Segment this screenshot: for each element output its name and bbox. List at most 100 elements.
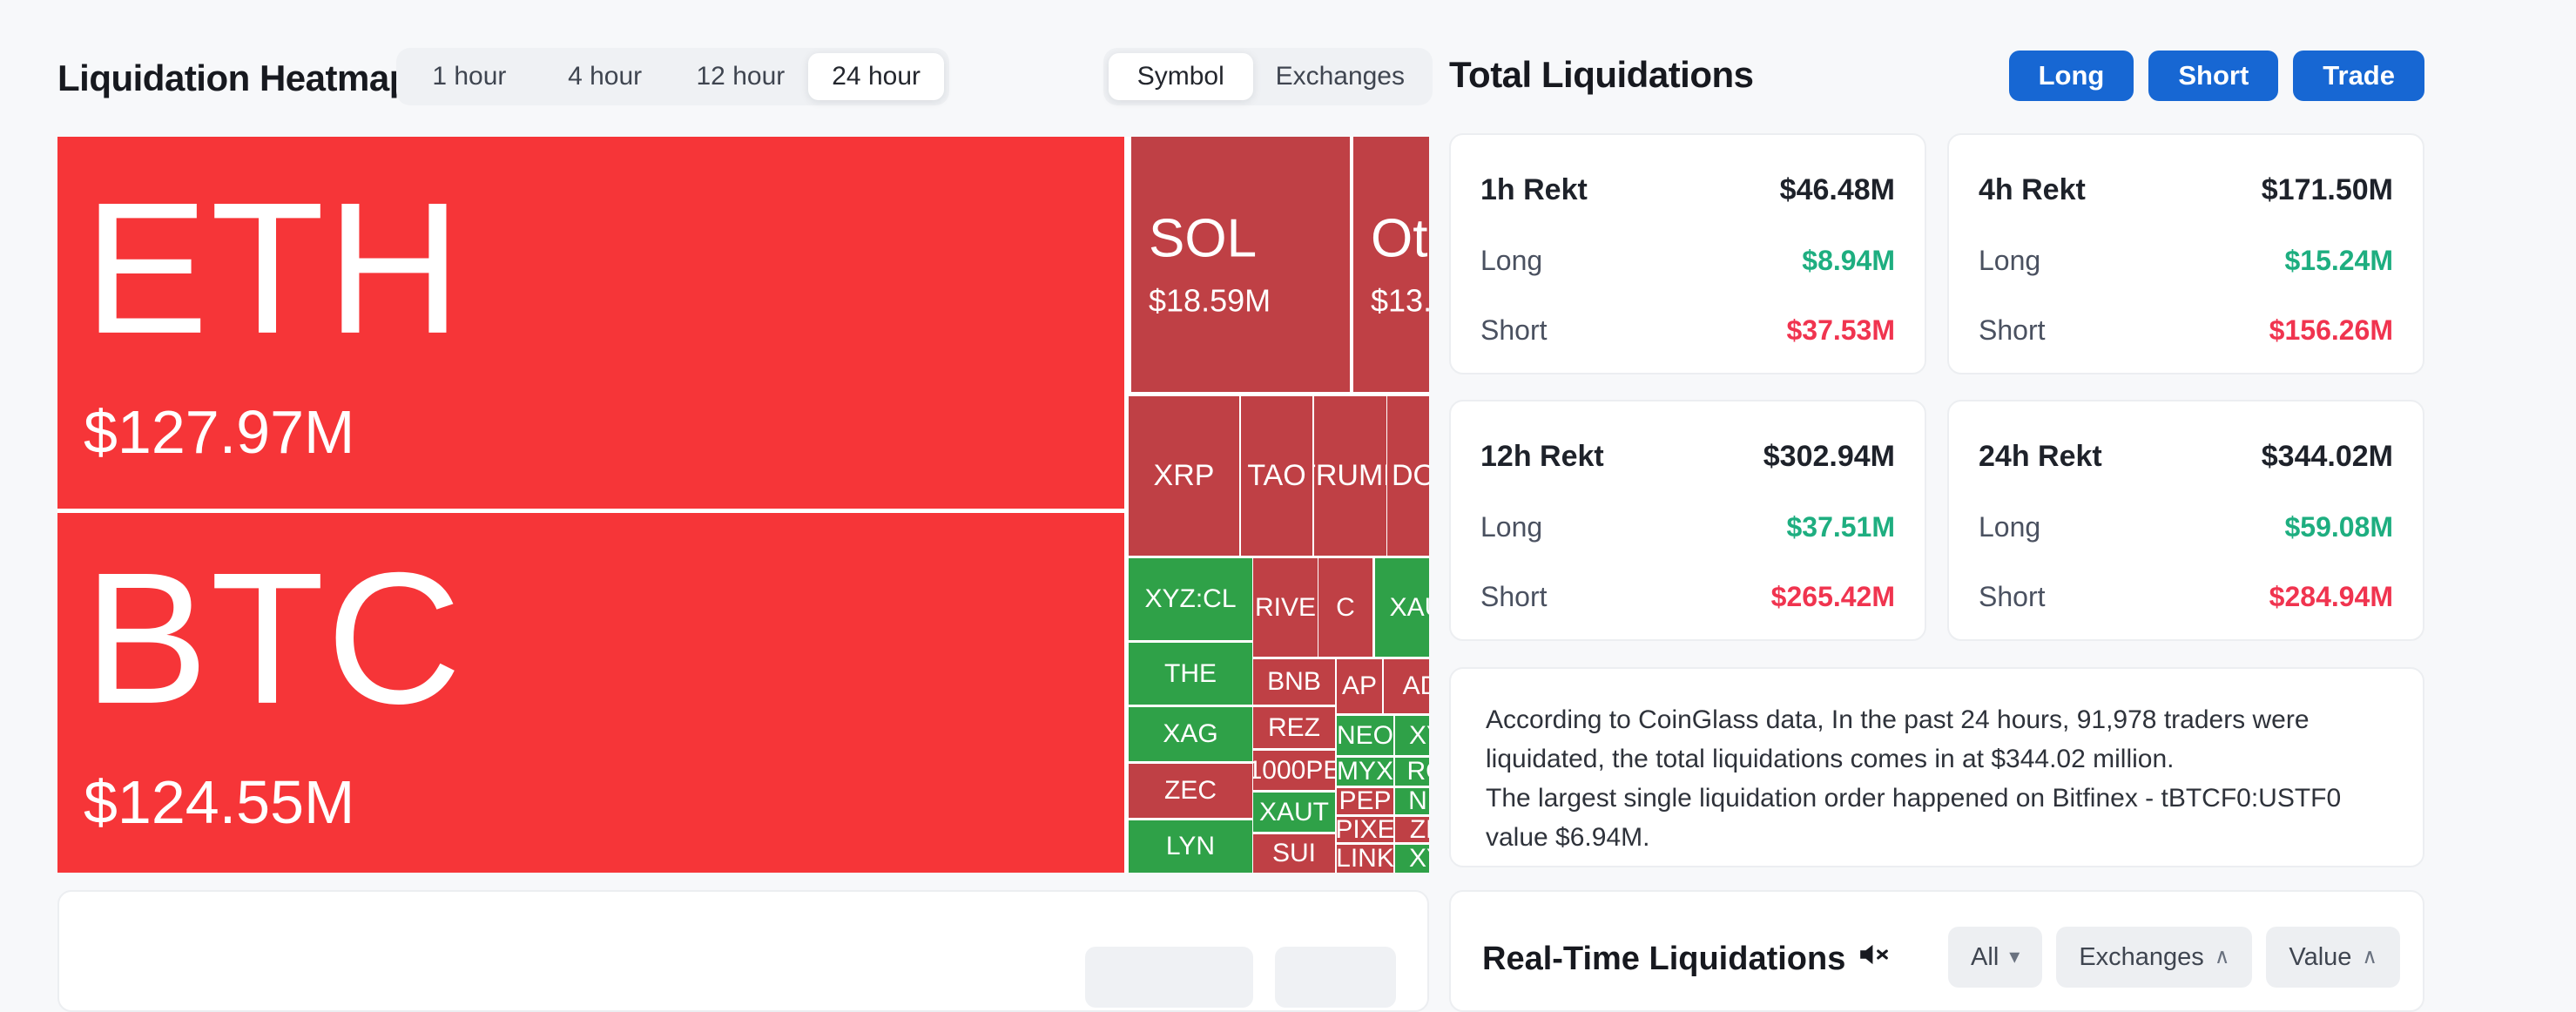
treemap-symbol-label: LINK bbox=[1337, 845, 1393, 873]
treemap-block-c[interactable]: C bbox=[1318, 558, 1372, 657]
treemap-block-xau[interactable]: XAU bbox=[1375, 558, 1429, 657]
treemap-block-text: BTC $124.55M bbox=[84, 532, 463, 836]
long-value: $8.94M bbox=[1802, 245, 1895, 276]
coinglass-liquidation-page: { "header": { "title": "Liquidation Heat… bbox=[57, 48, 2424, 1012]
treemap-block-ad[interactable]: AD bbox=[1384, 659, 1429, 713]
card-title-row: 4h Rekt $171.50M bbox=[1979, 173, 2393, 207]
treemap-symbol-label: BNB bbox=[1267, 667, 1321, 696]
treemap-block-the[interactable]: THE bbox=[1129, 643, 1252, 705]
treemap-block-doge[interactable]: DOGE bbox=[1387, 396, 1429, 556]
treemap-symbol-label: RO bbox=[1406, 758, 1430, 786]
trade-button[interactable]: Trade bbox=[2293, 51, 2424, 101]
long-value: $59.08M bbox=[2284, 511, 2393, 543]
treemap-symbol-label: SUI bbox=[1271, 839, 1316, 867]
chip-label: Exchanges bbox=[2079, 942, 2204, 971]
card-total-value: $302.94M bbox=[1763, 440, 1895, 473]
treemap-block-sui[interactable]: SUI bbox=[1253, 834, 1335, 873]
treemap-block-xaut[interactable]: XAUT bbox=[1253, 793, 1335, 832]
treemap-block-pixe[interactable]: PIXE bbox=[1337, 817, 1393, 842]
card-title-row: 24h Rekt $344.02M bbox=[1979, 440, 2393, 474]
chip-label: Value bbox=[2289, 942, 2352, 971]
page-title: Liquidation Heatmap bbox=[57, 57, 411, 98]
muted-speaker-icon[interactable] bbox=[1858, 938, 1891, 980]
short-button[interactable]: Short bbox=[2148, 51, 2279, 101]
treemap-block-ze[interactable]: ZE bbox=[1395, 817, 1429, 842]
card-total-value: $171.50M bbox=[2261, 173, 2393, 206]
time-filter-12-hour[interactable]: 12 hour bbox=[696, 62, 786, 91]
short-value: $156.26M bbox=[2269, 314, 2393, 346]
short-value: $37.53M bbox=[1786, 314, 1895, 346]
long-label: Long bbox=[1979, 245, 2041, 276]
treemap-block-text: ETH $127.97M bbox=[84, 173, 463, 466]
time-filter-4-hour[interactable]: 4 hour bbox=[568, 62, 643, 91]
treemap-block-ro[interactable]: RO bbox=[1395, 758, 1429, 786]
long-button[interactable]: Long bbox=[2008, 51, 2134, 101]
treemap-block-tao[interactable]: TAO bbox=[1241, 396, 1312, 556]
treemap-block-xy[interactable]: XY bbox=[1395, 716, 1429, 755]
card-total-value: $344.02M bbox=[2261, 440, 2393, 473]
treemap-symbol-label: Others bbox=[1371, 207, 1429, 268]
time-filter-24-hour[interactable]: 24 hour bbox=[808, 53, 944, 100]
treemap-block-xrp[interactable]: XRP bbox=[1129, 396, 1239, 556]
caret-up-icon: ∧ bbox=[2362, 945, 2377, 968]
treemap-block-sol[interactable]: SOL $18.59M bbox=[1131, 137, 1350, 392]
short-value: $284.94M bbox=[2269, 581, 2393, 612]
rekt-card-12h-rekt: 12h Rekt $302.94M Long $37.51M Short $265.42M bbox=[1449, 400, 1926, 641]
view-toggle-exchanges[interactable]: Exchanges bbox=[1275, 62, 1405, 91]
treemap-block-lyn[interactable]: LYN bbox=[1129, 820, 1252, 873]
view-toggle-symbol[interactable]: Symbol bbox=[1109, 53, 1253, 100]
treemap-symbol-label: REZ bbox=[1268, 712, 1320, 742]
treemap-block-1000pe[interactable]: 1000PE bbox=[1253, 751, 1335, 790]
treemap-block-btc[interactable]: BTC $124.55M bbox=[57, 513, 1124, 873]
treemap-block-myx[interactable]: MYX bbox=[1337, 758, 1393, 786]
clipped-filter-button-2[interactable] bbox=[1275, 947, 1396, 1008]
clipped-filter-button-1[interactable] bbox=[1085, 947, 1253, 1008]
summary-line-1: According to CoinGlass data, In the past… bbox=[1486, 705, 2310, 773]
time-filter-1-hour[interactable]: 1 hour bbox=[432, 62, 507, 91]
treemap-symbol-label: PEP bbox=[1339, 788, 1392, 814]
treemap-block-ap[interactable]: AP bbox=[1337, 659, 1382, 713]
treemap-value-label: $124.55M bbox=[84, 767, 355, 836]
card-short-row: Short $37.53M bbox=[1480, 314, 1895, 347]
treemap-block-link[interactable]: LINK bbox=[1337, 845, 1393, 873]
treemap-block-eth[interactable]: ETH $127.97M bbox=[57, 137, 1124, 509]
treemap-block-xyz-cl[interactable]: XYZ:CL bbox=[1129, 558, 1252, 640]
treemap-symbol-label: DOGE bbox=[1391, 459, 1429, 492]
short-label: Short bbox=[1979, 581, 2046, 612]
treemap-block-bnb[interactable]: BNB bbox=[1253, 659, 1335, 705]
treemap-block-rive[interactable]: RIVE bbox=[1253, 558, 1318, 657]
chip-label: All bbox=[1971, 942, 1999, 971]
realtime-filter-value[interactable]: Value ∧ bbox=[2266, 927, 2400, 988]
caret-up-icon: ∧ bbox=[2214, 945, 2230, 968]
summary-panel: According to CoinGlass data, In the past… bbox=[1449, 667, 2424, 867]
realtime-filter-exchanges[interactable]: Exchanges ∧ bbox=[2056, 927, 2253, 988]
realtime-title-text: Real-Time Liquidations bbox=[1482, 940, 1846, 977]
realtime-filter-all[interactable]: All ▾ bbox=[1948, 927, 2043, 988]
card-long-row: Long $37.51M bbox=[1480, 511, 1895, 543]
treemap-block-trump[interactable]: TRUMP bbox=[1314, 396, 1386, 556]
treemap-value-label: $127.97M bbox=[84, 397, 355, 466]
total-liquidations-title: Total Liquidations bbox=[1449, 54, 1754, 95]
treemap-block-zec[interactable]: ZEC bbox=[1129, 764, 1252, 818]
treemap-block-others[interactable]: Others $13.85M bbox=[1353, 137, 1429, 392]
treemap-symbol-label: XAG bbox=[1163, 719, 1218, 748]
treemap-block-xag[interactable]: XAG bbox=[1129, 707, 1252, 761]
summary-line-2: The largest single liquidation order hap… bbox=[1486, 784, 2342, 852]
treemap-block-ne[interactable]: NE bbox=[1395, 788, 1429, 814]
treemap-block-pep[interactable]: PEP bbox=[1337, 788, 1393, 814]
treemap-symbol-label: XAUT bbox=[1258, 797, 1329, 826]
treemap-block-neo[interactable]: NEO bbox=[1337, 716, 1393, 755]
treemap-symbol-label: ZEC bbox=[1164, 776, 1217, 805]
realtime-liquidations-title: Real-Time Liquidations bbox=[1482, 938, 1891, 980]
treemap-symbol-label: AD bbox=[1402, 671, 1429, 700]
treemap-symbol-label: BTC bbox=[84, 532, 463, 743]
treemap-block-rez[interactable]: REZ bbox=[1253, 707, 1335, 748]
treemap-symbol-label: XRP bbox=[1153, 459, 1215, 492]
time-filter-group: 1 hour 4 hour 12 hour 24 hour bbox=[396, 48, 949, 105]
treemap-value-label: $18.59M bbox=[1149, 282, 1271, 319]
treemap-symbol-label: XY bbox=[1408, 845, 1429, 873]
treemap-block-xy[interactable]: XY bbox=[1395, 845, 1429, 873]
card-title: 4h Rekt bbox=[1979, 173, 2086, 206]
card-long-row: Long $59.08M bbox=[1979, 511, 2393, 543]
treemap-symbol-label: MYX bbox=[1337, 758, 1393, 786]
